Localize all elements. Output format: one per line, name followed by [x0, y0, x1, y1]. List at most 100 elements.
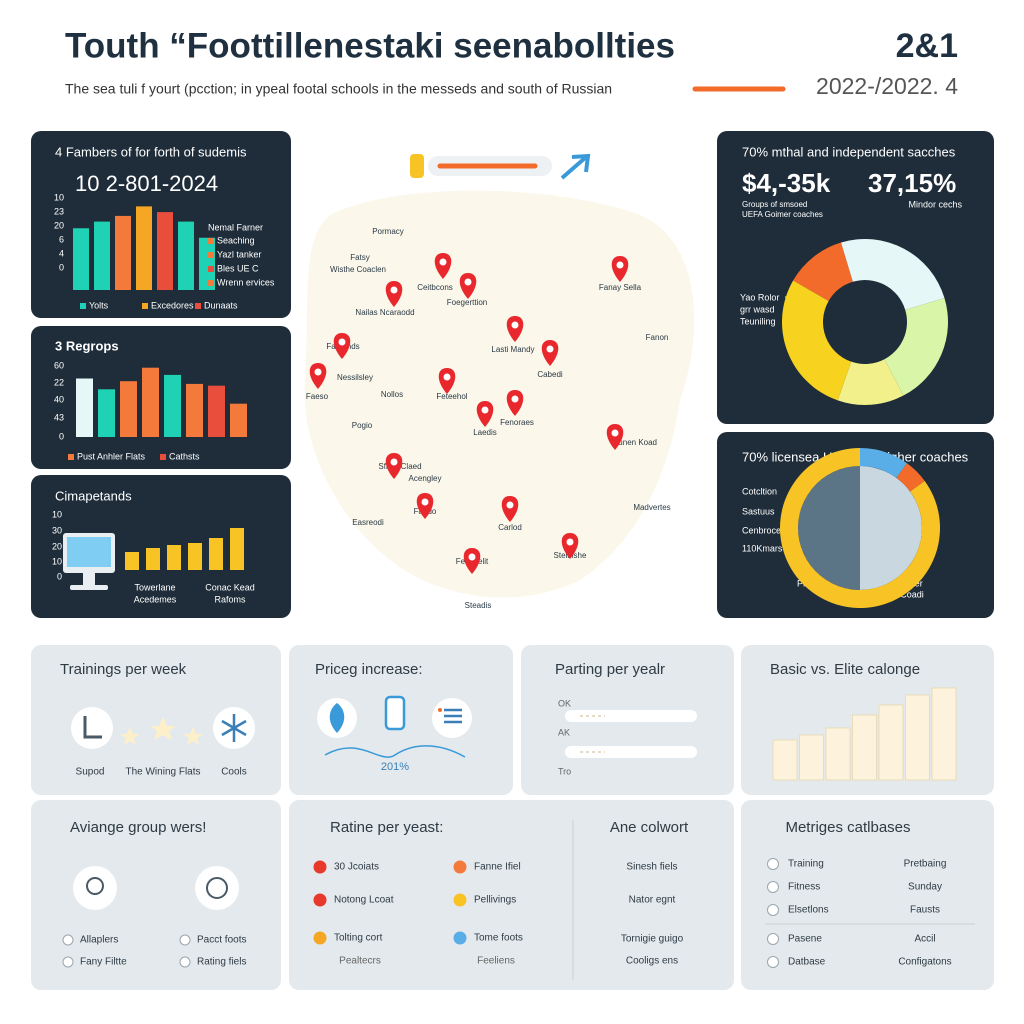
bar: [167, 545, 181, 570]
bar: [157, 212, 173, 290]
legend-swatch: [142, 303, 148, 309]
pie-part: [860, 466, 922, 590]
card-item: Tome foots: [474, 933, 523, 944]
legend-swatch: [68, 454, 74, 460]
axis-label: 22: [54, 377, 64, 387]
card-item: Notong Lcoat: [334, 895, 394, 906]
side-label: grr wasd: [740, 304, 775, 314]
axis-label: 43: [54, 412, 64, 422]
card-item: Feeliens: [477, 956, 515, 967]
map-pin-dot: [511, 321, 519, 329]
axis-label: 30: [52, 525, 62, 535]
icon: [432, 698, 472, 738]
card-item: Pretbaing: [904, 859, 947, 870]
map-pin-dot: [390, 458, 398, 466]
panel-title: Cimapetands: [55, 488, 132, 503]
legend-item: Cathsts: [169, 451, 200, 461]
side-label: Yao Rolor: [740, 292, 779, 302]
bar-label: Towerlane: [134, 582, 175, 592]
side-label: Sastuus: [742, 506, 775, 516]
legend-swatch: [208, 266, 214, 272]
bar: [115, 215, 131, 290]
map-label: Pogio: [352, 421, 373, 430]
card-title: Basic vs. Elite calonge: [770, 661, 920, 678]
card-item: Nator egnt: [629, 895, 676, 906]
legend-item: Dunaats: [204, 300, 238, 310]
card-item: Configatons: [898, 957, 951, 968]
map-shape: [304, 190, 695, 598]
map-label: Nollos: [381, 390, 403, 399]
map-label: Lasti Mandy: [491, 345, 534, 354]
bar: [188, 543, 202, 570]
bar-label: Conac Kead: [205, 582, 255, 592]
map-pin: [459, 273, 477, 299]
card-item: Fanne Ifiel: [474, 862, 521, 873]
map-pin: [385, 281, 403, 307]
bar: [825, 727, 851, 781]
icon: [410, 154, 424, 178]
icon: [221, 714, 247, 742]
legend-item: Seaching: [217, 235, 255, 245]
bullet: [767, 881, 779, 893]
map-label: Faeso: [306, 392, 329, 401]
map-pin: [333, 333, 351, 359]
map-pin: [506, 316, 524, 342]
card-item: Cools: [221, 767, 247, 778]
card: [741, 800, 994, 990]
map-pin: [606, 424, 624, 450]
arrow-icon: [560, 153, 591, 180]
map-pin: [385, 453, 403, 479]
bar: [931, 687, 957, 781]
icon: [73, 866, 117, 910]
map-pin-dot: [390, 286, 398, 294]
panel: [31, 326, 291, 469]
donut-segment: [896, 463, 925, 492]
curve: [324, 745, 466, 758]
axis-label: 60: [54, 360, 64, 370]
bullet: [767, 933, 779, 945]
map-pin-dot: [506, 501, 514, 509]
bar: [905, 694, 930, 781]
phone-icon: [384, 695, 406, 731]
card-item: Supod: [76, 767, 105, 778]
axis-label: 20: [54, 220, 64, 230]
bullet: [179, 956, 191, 968]
axis-label: 20: [52, 541, 62, 551]
map-pin-dot: [616, 261, 624, 269]
bullet: [62, 934, 74, 946]
bar: [98, 389, 115, 437]
bar: [852, 714, 877, 781]
bar: [199, 237, 215, 290]
donut-segment: [860, 448, 908, 478]
map-label: Fatsy: [350, 253, 370, 262]
figure: 37,15%: [868, 168, 956, 198]
map-label: Pormacy: [372, 227, 404, 236]
track: [565, 746, 697, 758]
map-pin: [463, 548, 481, 574]
map-pin-dot: [546, 345, 554, 353]
caption: Groups of smsoed: [742, 200, 807, 209]
map-label: Laedis: [473, 428, 497, 437]
card-item: Tolting cort: [334, 933, 383, 944]
bar: [209, 538, 223, 570]
legend-item: Yolts: [89, 300, 109, 310]
bar: [799, 734, 824, 781]
map-pin: [561, 533, 579, 559]
bar: [208, 385, 225, 437]
axis-label: 40: [54, 394, 64, 404]
card-figure: 201%: [381, 761, 409, 773]
bullet: [453, 931, 467, 945]
card-title: Parting per yealr: [555, 661, 665, 678]
legend-swatch: [195, 303, 201, 309]
map-pin: [438, 368, 456, 394]
card-title: Aviange group wers!: [70, 819, 206, 836]
bar: [73, 228, 89, 290]
map-pin: [501, 496, 519, 522]
legend-swatch: [80, 303, 86, 309]
bar: [136, 206, 152, 290]
map-pin-dot: [421, 498, 429, 506]
bullet: [767, 956, 779, 968]
track: [565, 710, 697, 722]
map-pin: [541, 340, 559, 366]
card-item: Rating fiels: [197, 957, 246, 968]
